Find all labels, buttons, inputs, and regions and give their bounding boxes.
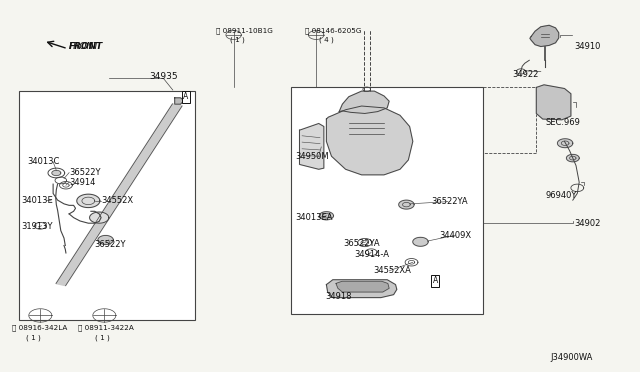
Text: 34910: 34910 — [574, 42, 600, 51]
Polygon shape — [339, 91, 389, 113]
Text: 34914-A: 34914-A — [355, 250, 390, 259]
Text: J34900WA: J34900WA — [550, 353, 593, 362]
Text: 36522Y: 36522Y — [95, 240, 126, 249]
Text: ( 1 ): ( 1 ) — [230, 36, 245, 43]
Text: SEC.969: SEC.969 — [545, 118, 580, 126]
Polygon shape — [56, 104, 182, 286]
Polygon shape — [319, 212, 333, 220]
Text: Ⓑ 08146-6205G: Ⓑ 08146-6205G — [305, 27, 361, 34]
Text: 34918: 34918 — [325, 292, 351, 301]
Bar — [19, 91, 195, 320]
Text: FRONT: FRONT — [69, 42, 104, 51]
Text: 34552X: 34552X — [101, 196, 133, 205]
Text: Ⓝ 08911-3422A: Ⓝ 08911-3422A — [78, 325, 134, 331]
Text: Ⓝ 08911-10B1G: Ⓝ 08911-10B1G — [216, 27, 273, 34]
Text: ( 4 ): ( 4 ) — [319, 36, 333, 43]
Text: 34552XA: 34552XA — [374, 266, 412, 275]
Text: 36522Y: 36522Y — [69, 168, 100, 177]
Polygon shape — [566, 154, 579, 162]
Polygon shape — [326, 280, 397, 298]
Polygon shape — [530, 25, 559, 46]
Text: 34013C: 34013C — [27, 157, 60, 166]
Polygon shape — [300, 124, 324, 169]
Text: 34950M: 34950M — [296, 152, 330, 161]
Text: 34922: 34922 — [512, 70, 538, 79]
Text: 96940Y: 96940Y — [545, 191, 577, 200]
Text: 34935: 34935 — [149, 72, 177, 81]
Text: Ⓝ 08916-342LA: Ⓝ 08916-342LA — [12, 325, 67, 331]
Polygon shape — [90, 212, 109, 223]
Polygon shape — [336, 281, 389, 292]
Polygon shape — [77, 194, 100, 208]
Polygon shape — [399, 200, 414, 209]
Polygon shape — [98, 235, 113, 244]
Text: FRONT: FRONT — [69, 42, 100, 51]
Text: 36522YA: 36522YA — [343, 239, 380, 248]
Text: ( 1 ): ( 1 ) — [95, 334, 109, 341]
Polygon shape — [175, 98, 186, 104]
Text: A: A — [183, 92, 188, 101]
Text: 34409X: 34409X — [439, 231, 471, 240]
Text: 34914: 34914 — [69, 178, 95, 187]
Text: 34902: 34902 — [574, 219, 600, 228]
Text: 31913Y: 31913Y — [21, 222, 52, 231]
Bar — [291, 87, 483, 314]
Text: 34013E: 34013E — [21, 196, 53, 205]
Polygon shape — [326, 106, 413, 175]
Polygon shape — [536, 85, 571, 120]
Polygon shape — [557, 139, 573, 148]
Polygon shape — [52, 170, 61, 176]
Text: 34013EA: 34013EA — [295, 213, 333, 222]
Text: ( 1 ): ( 1 ) — [26, 334, 40, 341]
Polygon shape — [413, 237, 428, 246]
Text: 36522YA: 36522YA — [431, 197, 468, 206]
Text: A: A — [433, 276, 438, 285]
